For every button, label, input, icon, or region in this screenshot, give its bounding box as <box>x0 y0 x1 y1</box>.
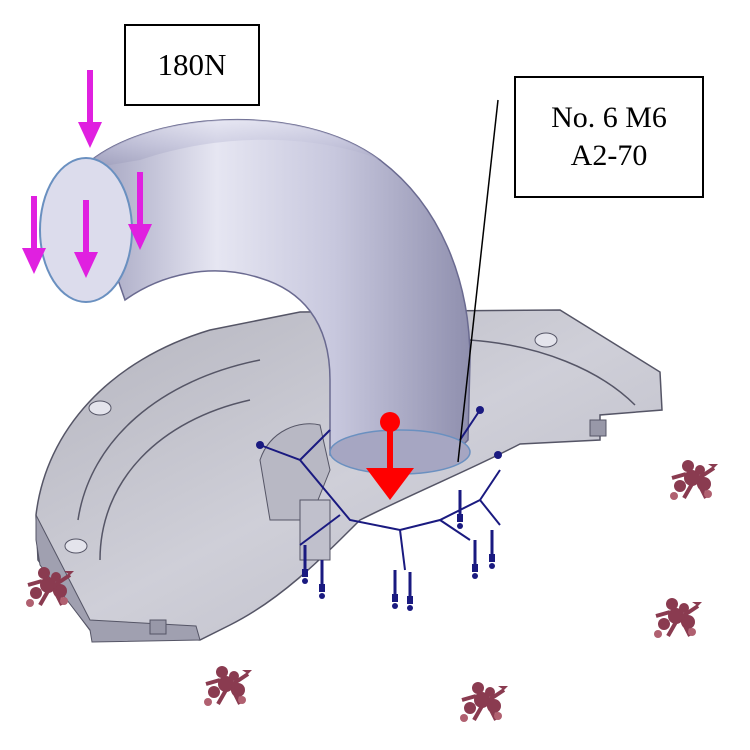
pressure-arrow-icon <box>366 412 414 500</box>
downward-force-arrow-icon <box>78 70 102 148</box>
fixed-support-icon <box>202 664 254 708</box>
fixed-support-icon <box>458 680 510 724</box>
bolt-grade: A2-70 <box>570 139 648 172</box>
pipe-elbow <box>39 118 471 475</box>
bolt-connector-icon <box>487 528 497 571</box>
bolt-spec-label: No. 6 M6 A2-70 <box>514 76 704 198</box>
bolt-connector-icon <box>470 538 480 581</box>
bolt-connector-icon <box>390 568 400 611</box>
bolt-connector-icon <box>317 558 327 601</box>
force-label: 180N <box>124 24 260 106</box>
fixed-support-icon <box>652 596 704 640</box>
fixed-support-icon <box>668 458 720 502</box>
bolt-count-size: No. 6 M6 <box>551 101 667 134</box>
bolt-connector-icon <box>405 570 415 613</box>
force-value: 180N <box>157 47 227 82</box>
bolt-connectors <box>256 406 502 613</box>
bolt-leader-line <box>457 99 499 463</box>
